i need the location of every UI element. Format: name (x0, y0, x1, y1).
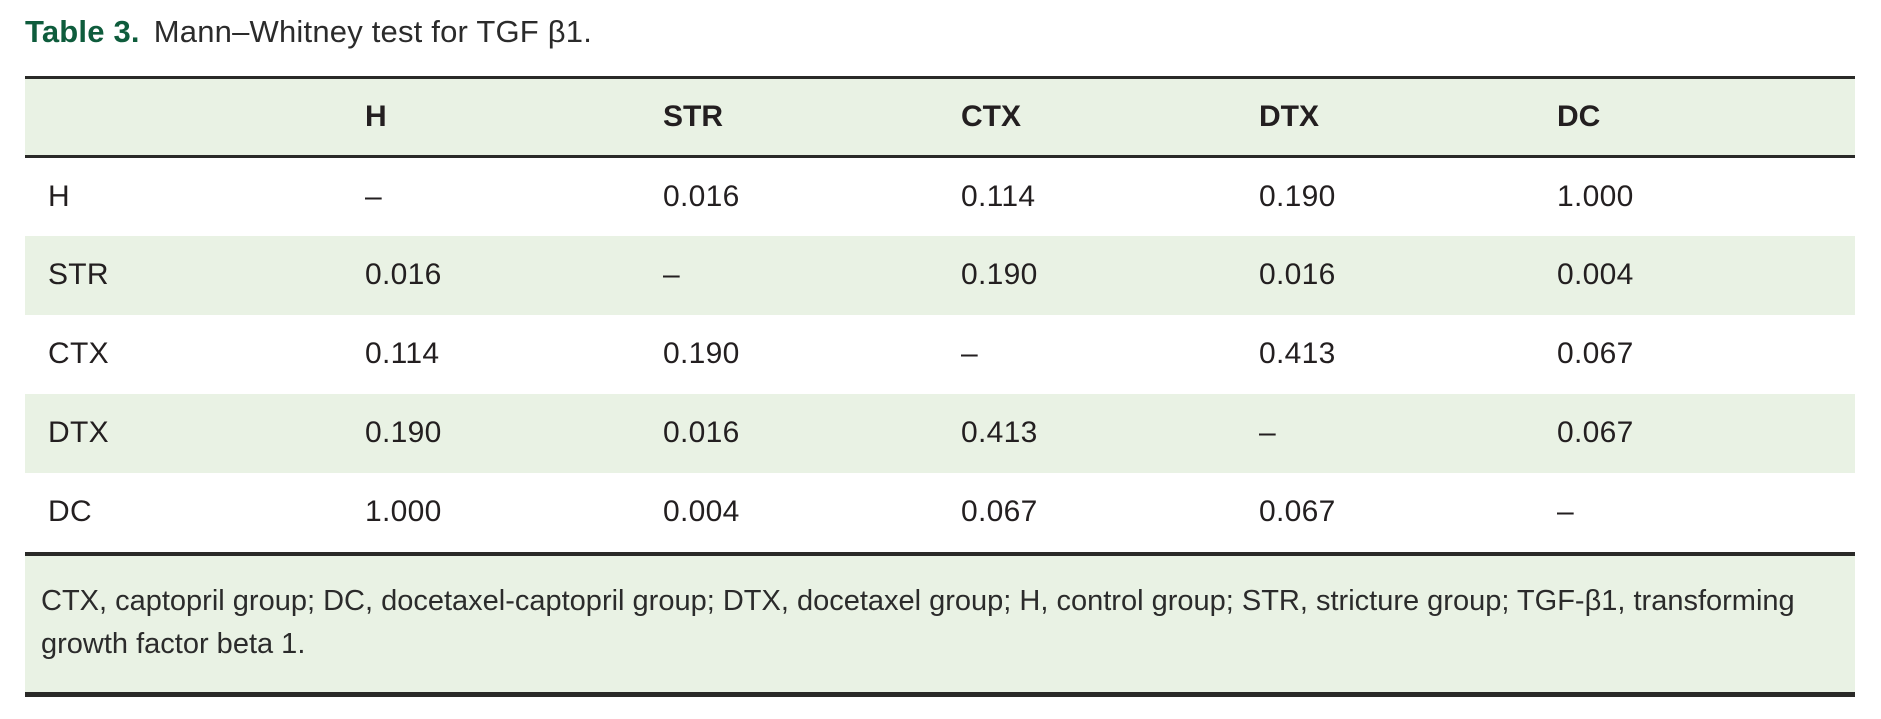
column-header-h: H (365, 100, 387, 133)
table-footnote: CTX, captopril group; DC, docetaxel-capt… (25, 551, 1855, 697)
table-row-ctx: CTX 0.114 0.190 – 0.413 0.067 (25, 315, 1855, 394)
p-value-cell: 0.190 (961, 258, 1038, 291)
p-value-cell: 0.004 (663, 495, 740, 528)
p-value-cell: 0.067 (1557, 416, 1634, 449)
row-header: CTX (48, 337, 109, 370)
p-value-cell: 0.067 (961, 495, 1038, 528)
table-row-h: H – 0.016 0.114 0.190 1.000 (25, 157, 1855, 236)
p-value-cell: – (1259, 416, 1276, 449)
p-value-cell: 1.000 (1557, 179, 1634, 213)
table-row-dtx: DTX 0.190 0.016 0.413 – 0.067 (25, 393, 1855, 473)
table-caption: Mann–Whitney test for TGF β1. (153, 14, 593, 49)
p-value-cell: 0.413 (1259, 337, 1336, 370)
p-value-cell: 1.000 (365, 495, 442, 528)
p-value-cell: 0.114 (961, 179, 1036, 213)
table-number-label: Table 3. (25, 14, 140, 49)
table-header-row: H STR CTX DTX DC (25, 77, 1855, 157)
column-header-dtx: DTX (1259, 100, 1319, 133)
column-header-dc: DC (1557, 100, 1601, 133)
table-row-dc: DC 1.000 0.004 0.067 0.067 – (25, 473, 1855, 552)
p-value-cell: 0.114 (365, 337, 440, 370)
p-value-cell: 0.190 (365, 416, 442, 449)
table-title: Table 3. Mann–Whitney test for TGF β1. (25, 14, 1881, 50)
table-row-str: STR 0.016 – 0.190 0.016 0.004 (25, 235, 1855, 315)
row-header: H (48, 179, 70, 213)
p-value-cell: – (365, 179, 382, 213)
column-header-str: STR (663, 100, 723, 133)
p-value-cell: 0.067 (1557, 337, 1634, 370)
p-value-cell: 0.067 (1259, 495, 1336, 528)
row-header: DC (48, 495, 92, 528)
p-value-cell: – (1557, 495, 1574, 528)
p-value-cell: 0.016 (365, 258, 442, 291)
row-header: DTX (48, 416, 109, 449)
column-header-ctx: CTX (961, 100, 1021, 133)
row-header: STR (48, 258, 109, 291)
p-value-cell: – (663, 258, 680, 291)
p-value-cell: 0.016 (663, 179, 740, 213)
p-value-cell: – (961, 337, 978, 370)
mann-whitney-table: H STR CTX DTX DC H – 0.016 0.114 0.190 1… (25, 76, 1855, 552)
p-value-cell: 0.016 (663, 416, 740, 449)
column-header-empty (25, 78, 365, 157)
p-value-cell: 0.016 (1259, 258, 1336, 291)
p-value-cell: 0.190 (1259, 179, 1336, 213)
p-value-cell: 0.004 (1557, 258, 1634, 291)
p-value-cell: 0.190 (663, 337, 740, 370)
p-value-cell: 0.413 (961, 416, 1038, 449)
